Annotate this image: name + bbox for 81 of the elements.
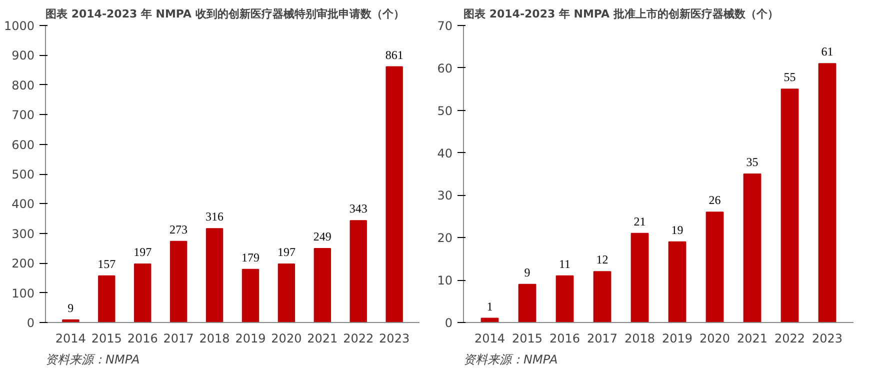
data-label: 9 [524,265,530,280]
y-tick-label: 900 [12,48,34,63]
data-label: 1 [486,299,493,314]
bar [668,241,686,322]
y-tick-label: 700 [12,108,34,122]
data-label: 316 [206,210,224,224]
chart-title: 图表 2014-2023 年 NMPA 收到的创新医疗器械特别审批申请数（个） [46,8,404,20]
bar [170,240,188,322]
data-label: 861 [385,48,404,62]
y-tick-label: 50 [437,104,453,118]
y-tick-label: 400 [12,197,34,212]
y-tick-label: 800 [12,78,34,92]
bar [630,232,649,322]
bar [593,271,612,322]
bar [706,212,724,322]
bar [278,263,296,322]
x-tick-label: 2014 [55,332,86,346]
y-tick-label: 200 [12,256,34,271]
data-label: 179 [241,250,260,264]
x-tick-label: 2015 [512,332,543,346]
bar [206,228,224,322]
bar [556,275,574,322]
x-tick-label: 2019 [662,332,693,346]
x-tick-label: 2017 [163,332,194,346]
data-label: 21 [634,214,646,228]
x-tick-label: 2015 [91,332,122,346]
data-label: 343 [349,202,368,216]
bar [134,263,152,322]
x-tick-label: 2022 [343,332,374,346]
data-label: 19 [671,222,684,237]
x-tick-label: 2023 [379,332,410,346]
y-tick-label: 300 [12,226,34,241]
bar [98,275,116,322]
data-label: 249 [313,230,332,244]
data-label: 9 [68,300,74,315]
y-tick-label: 70 [437,19,453,33]
x-tick-label: 2017 [586,332,618,346]
bar [350,220,367,322]
text: 资料来源：NMPA [464,352,558,366]
x-tick-label: 2016 [549,332,580,346]
x-tick-label: 2016 [127,332,158,346]
text: 资料来源：NMPA [46,352,140,366]
chart-title: 图表 2014-2023 年 NMPA 批准上市的创新医疗器械数（个） [464,8,778,20]
data-label: 197 [134,244,152,259]
bar [818,63,836,322]
x-tick-label: 2018 [624,332,656,346]
bar [242,268,260,322]
data-label: 26 [708,193,721,208]
bar [780,88,799,322]
y-tick-label: 20 [437,231,453,246]
x-tick-label: 2023 [812,332,843,346]
data-label: 157 [98,256,116,271]
bar [743,174,762,322]
y-tick-label: 0 [444,316,453,330]
data-label: 12 [596,252,608,267]
x-tick-label: 2020 [699,332,730,346]
bar [314,248,331,322]
y-tick-label: 30 [437,188,453,203]
x-tick-label: 2021 [307,332,338,346]
y-tick-label: 500 [12,168,34,182]
y-tick-label: 40 [437,146,453,160]
x-tick-label: 2018 [199,332,230,346]
y-tick-label: 1000 [4,19,35,33]
y-tick-label: 60 [437,61,453,76]
data-label: 55 [784,70,796,84]
data-label: 273 [170,222,188,236]
data-label: 35 [746,155,758,169]
data-label: 61 [821,44,834,59]
y-tick-label: 100 [12,286,34,300]
x-tick-label: 2022 [774,332,806,346]
bar [386,66,403,322]
x-tick-label: 2014 [474,332,506,346]
y-tick-label: 600 [12,138,34,152]
y-tick-label: 0 [26,316,35,330]
x-tick-label: 2020 [271,332,302,346]
bar [518,284,536,322]
data-label: 197 [277,244,296,259]
x-tick-label: 2019 [235,332,266,346]
y-tick-label: 10 [437,274,453,288]
x-tick-label: 2021 [736,332,768,346]
data-label: 11 [558,256,571,271]
